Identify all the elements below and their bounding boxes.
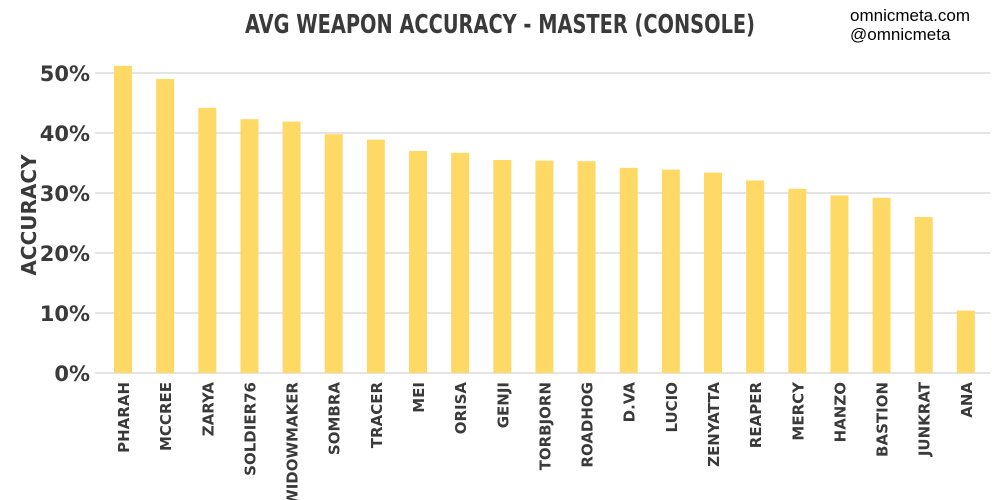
y-axis-title: ACCURACY — [17, 154, 41, 276]
x-axis-labels: PHARAH MCCREE ZARYA SOLDIER76 WIDOWMAKER SOMB… — [115, 381, 976, 500]
watermark-handle: @omnicmeta — [850, 25, 951, 44]
bar-mccree — [156, 79, 175, 373]
x-category-label: D.VA — [621, 382, 639, 423]
bar-zarya — [198, 107, 217, 374]
bar-bastion — [872, 197, 891, 373]
bar-tracer — [366, 139, 385, 373]
x-category-label: PHARAH — [115, 382, 133, 453]
bar-roadhog — [577, 161, 596, 373]
x-category-label: ZARYA — [199, 382, 217, 437]
bar-torbjorn — [535, 160, 554, 373]
x-category-label: SOLDIER76 — [241, 382, 259, 476]
x-category-label: TRACER — [368, 382, 386, 449]
bar-mercy — [788, 188, 807, 373]
x-category-label: WIDOWMAKER — [284, 382, 302, 500]
bar-sombra — [324, 134, 343, 373]
chart-title: AVG WEAPON ACCURACY - MASTER (CONSOLE) — [245, 10, 755, 40]
bar-soldier76 — [240, 119, 259, 373]
x-category-label: SOMBRA — [326, 382, 344, 455]
x-category-label: ROADHOG — [579, 382, 597, 468]
bar-hanzo — [830, 195, 849, 373]
bar-orisa — [451, 152, 470, 373]
x-category-label: BASTION — [874, 382, 892, 457]
bar-widowmaker — [282, 121, 301, 373]
y-tick-label: 40% — [40, 122, 90, 146]
y-tick-label: 30% — [40, 182, 90, 206]
x-category-label: ORISA — [452, 382, 470, 435]
x-category-label: TORBJORN — [536, 382, 554, 470]
bar-zenyatta — [704, 172, 722, 373]
x-category-label: MERCY — [789, 381, 807, 441]
x-category-label: MEI — [410, 382, 428, 413]
x-category-label: MCCREE — [157, 382, 175, 451]
x-category-label: JUNKRAT — [916, 381, 934, 457]
bar-genji — [493, 160, 512, 373]
watermark-site: omnicmeta.com — [850, 6, 970, 25]
x-category-label: ANA — [958, 382, 976, 418]
y-axis-ticks: 0% 10% 20% 30% 40% 50% — [40, 62, 90, 386]
x-category-label: REAPER — [747, 382, 765, 449]
x-category-label: ZENYATTA — [705, 382, 723, 467]
bar-mei — [409, 151, 427, 373]
x-category-label: GENJI — [494, 382, 512, 428]
bar-ana — [956, 310, 975, 373]
bars — [114, 65, 975, 374]
bar-reaper — [746, 180, 765, 373]
x-category-label: HANZO — [831, 382, 849, 442]
y-tick-label: 10% — [40, 302, 90, 326]
y-tick-label: 20% — [40, 242, 90, 266]
bar-pharah — [114, 65, 132, 374]
x-category-label: LUCIO — [663, 382, 681, 433]
bar-lucio — [661, 169, 680, 373]
bar-dva — [619, 167, 638, 373]
y-tick-label: 50% — [40, 62, 90, 86]
y-tick-label: 0% — [54, 362, 90, 386]
bar-junkrat — [914, 217, 933, 373]
